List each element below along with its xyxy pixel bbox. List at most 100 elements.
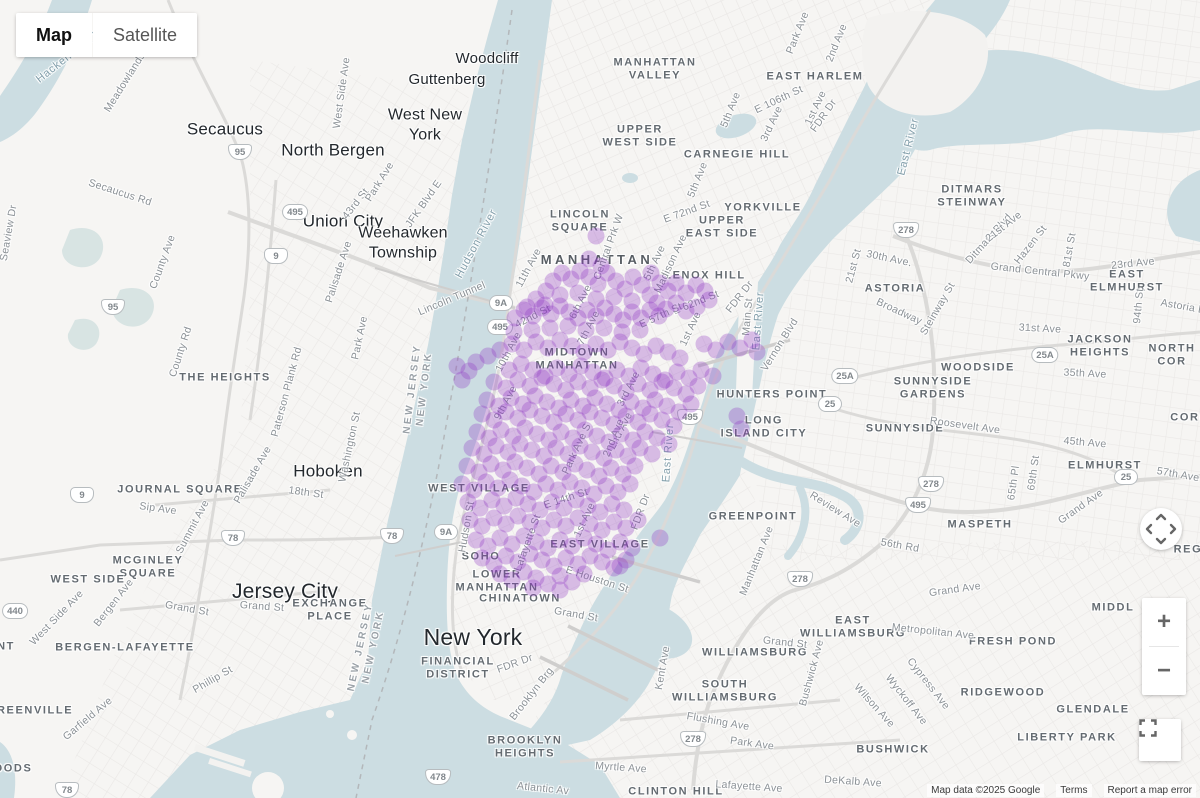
data-point-marker [670,403,688,421]
data-point-marker [550,399,568,417]
data-point-marker [584,363,602,381]
data-point-marker [696,282,714,300]
data-point-marker [583,443,601,461]
route-shield: 278 [680,731,706,747]
data-point-marker [521,513,539,531]
data-point-marker [623,539,641,557]
route-shield: 9 [70,487,94,503]
data-point-marker [497,379,515,397]
data-point-marker [607,272,625,290]
data-point-marker [575,529,593,547]
neighborhood-label: WILLIAMSBURG [702,646,808,659]
data-point-marker [605,559,623,577]
data-point-marker [524,307,542,325]
data-point-marker [631,439,649,457]
data-point-marker [632,359,650,377]
data-point-marker [521,377,539,395]
terms-link[interactable]: Terms [1056,784,1092,797]
neighborhood-label: LONG ISLAND CITY [720,414,808,440]
data-point-marker [497,515,515,533]
data-point-marker [599,541,617,559]
neighborhood-label: JOURNAL SQUARE [117,483,243,496]
data-point-marker [602,459,620,477]
route-shield: 9A [489,295,513,311]
data-point-marker [643,445,661,463]
data-point-marker [533,369,551,387]
data-point-marker [707,341,725,359]
satellite-button[interactable]: Satellite [93,13,198,57]
fullscreen-button[interactable] [1139,719,1181,761]
data-point-marker [571,437,589,455]
map-button[interactable]: Map [16,13,92,57]
data-point-marker [526,387,544,405]
data-point-marker [485,509,503,527]
data-point-marker [576,421,594,439]
data-point-marker [620,367,638,385]
neighborhood-label: BERGEN-LAFAYETTE [55,641,195,654]
data-point-marker [743,331,761,349]
data-point-marker [491,341,509,359]
attribution-bar: Map data ©2025 Google Terms Report a map… [927,783,1200,798]
data-point-marker [483,491,501,509]
data-point-marker [585,485,603,503]
zoom-out-button[interactable]: − [1142,647,1186,695]
neighborhood-label: UPPER EAST SIDE [685,214,759,240]
data-point-marker [646,391,664,409]
data-point-marker [671,349,689,367]
data-point-marker [688,298,706,316]
neighborhood-label: LIBERTY PARK [1017,731,1117,744]
data-point-marker [467,531,485,549]
neighborhood-label: OODS [0,762,33,775]
neighborhood-label: WOODSIDE [941,361,1015,374]
data-point-marker [555,499,573,517]
data-point-marker [527,290,545,308]
data-point-marker [590,467,608,485]
city-label: Secaucus [186,119,264,139]
data-point-marker [598,264,616,282]
bridges-layer [374,267,791,702]
data-point-marker [704,367,722,385]
data-point-marker [700,291,718,309]
data-point-marker [597,477,615,495]
data-point-marker [569,509,587,527]
data-point-marker [533,299,551,317]
data-point-marker [689,377,707,395]
neighborhood-label: MANHATTAN VALLEY [613,56,697,82]
data-point-marker [632,309,650,327]
data-point-marker [551,581,569,599]
data-point-marker [509,507,527,525]
data-point-marker [505,323,523,341]
data-point-marker [596,369,614,387]
data-point-marker [509,553,527,571]
data-point-marker [623,292,641,310]
data-point-marker [485,411,503,429]
data-point-marker [580,250,598,268]
report-error-link[interactable]: Report a map error [1103,784,1196,797]
data-point-marker [473,517,491,535]
data-point-marker [731,339,749,357]
pan-control[interactable] [1140,508,1182,550]
data-point-marker [695,335,713,353]
neighborhood-label: BUSHWICK [856,743,930,756]
data-point-marker [651,529,669,547]
zoom-in-button[interactable]: + [1142,598,1186,646]
data-point-marker [559,317,577,335]
neighborhood-label: NORTH COR [1148,342,1196,368]
data-point-marker [545,511,563,529]
data-point-marker [468,423,486,441]
data-point-marker [563,337,581,355]
data-point-marker [647,337,665,355]
data-point-marker [648,294,666,312]
data-point-marker [563,573,581,591]
data-point-marker [497,403,515,421]
data-point-marker [473,549,491,567]
route-shield: 495 [677,409,703,425]
neighborhood-label: SUNNYSIDE GARDENS [893,375,973,401]
data-point-marker [473,405,491,423]
data-point-marker [527,569,545,587]
data-point-marker [641,405,659,423]
data-point-marker [500,361,518,379]
data-point-marker [490,397,508,415]
data-point-marker [511,435,529,453]
